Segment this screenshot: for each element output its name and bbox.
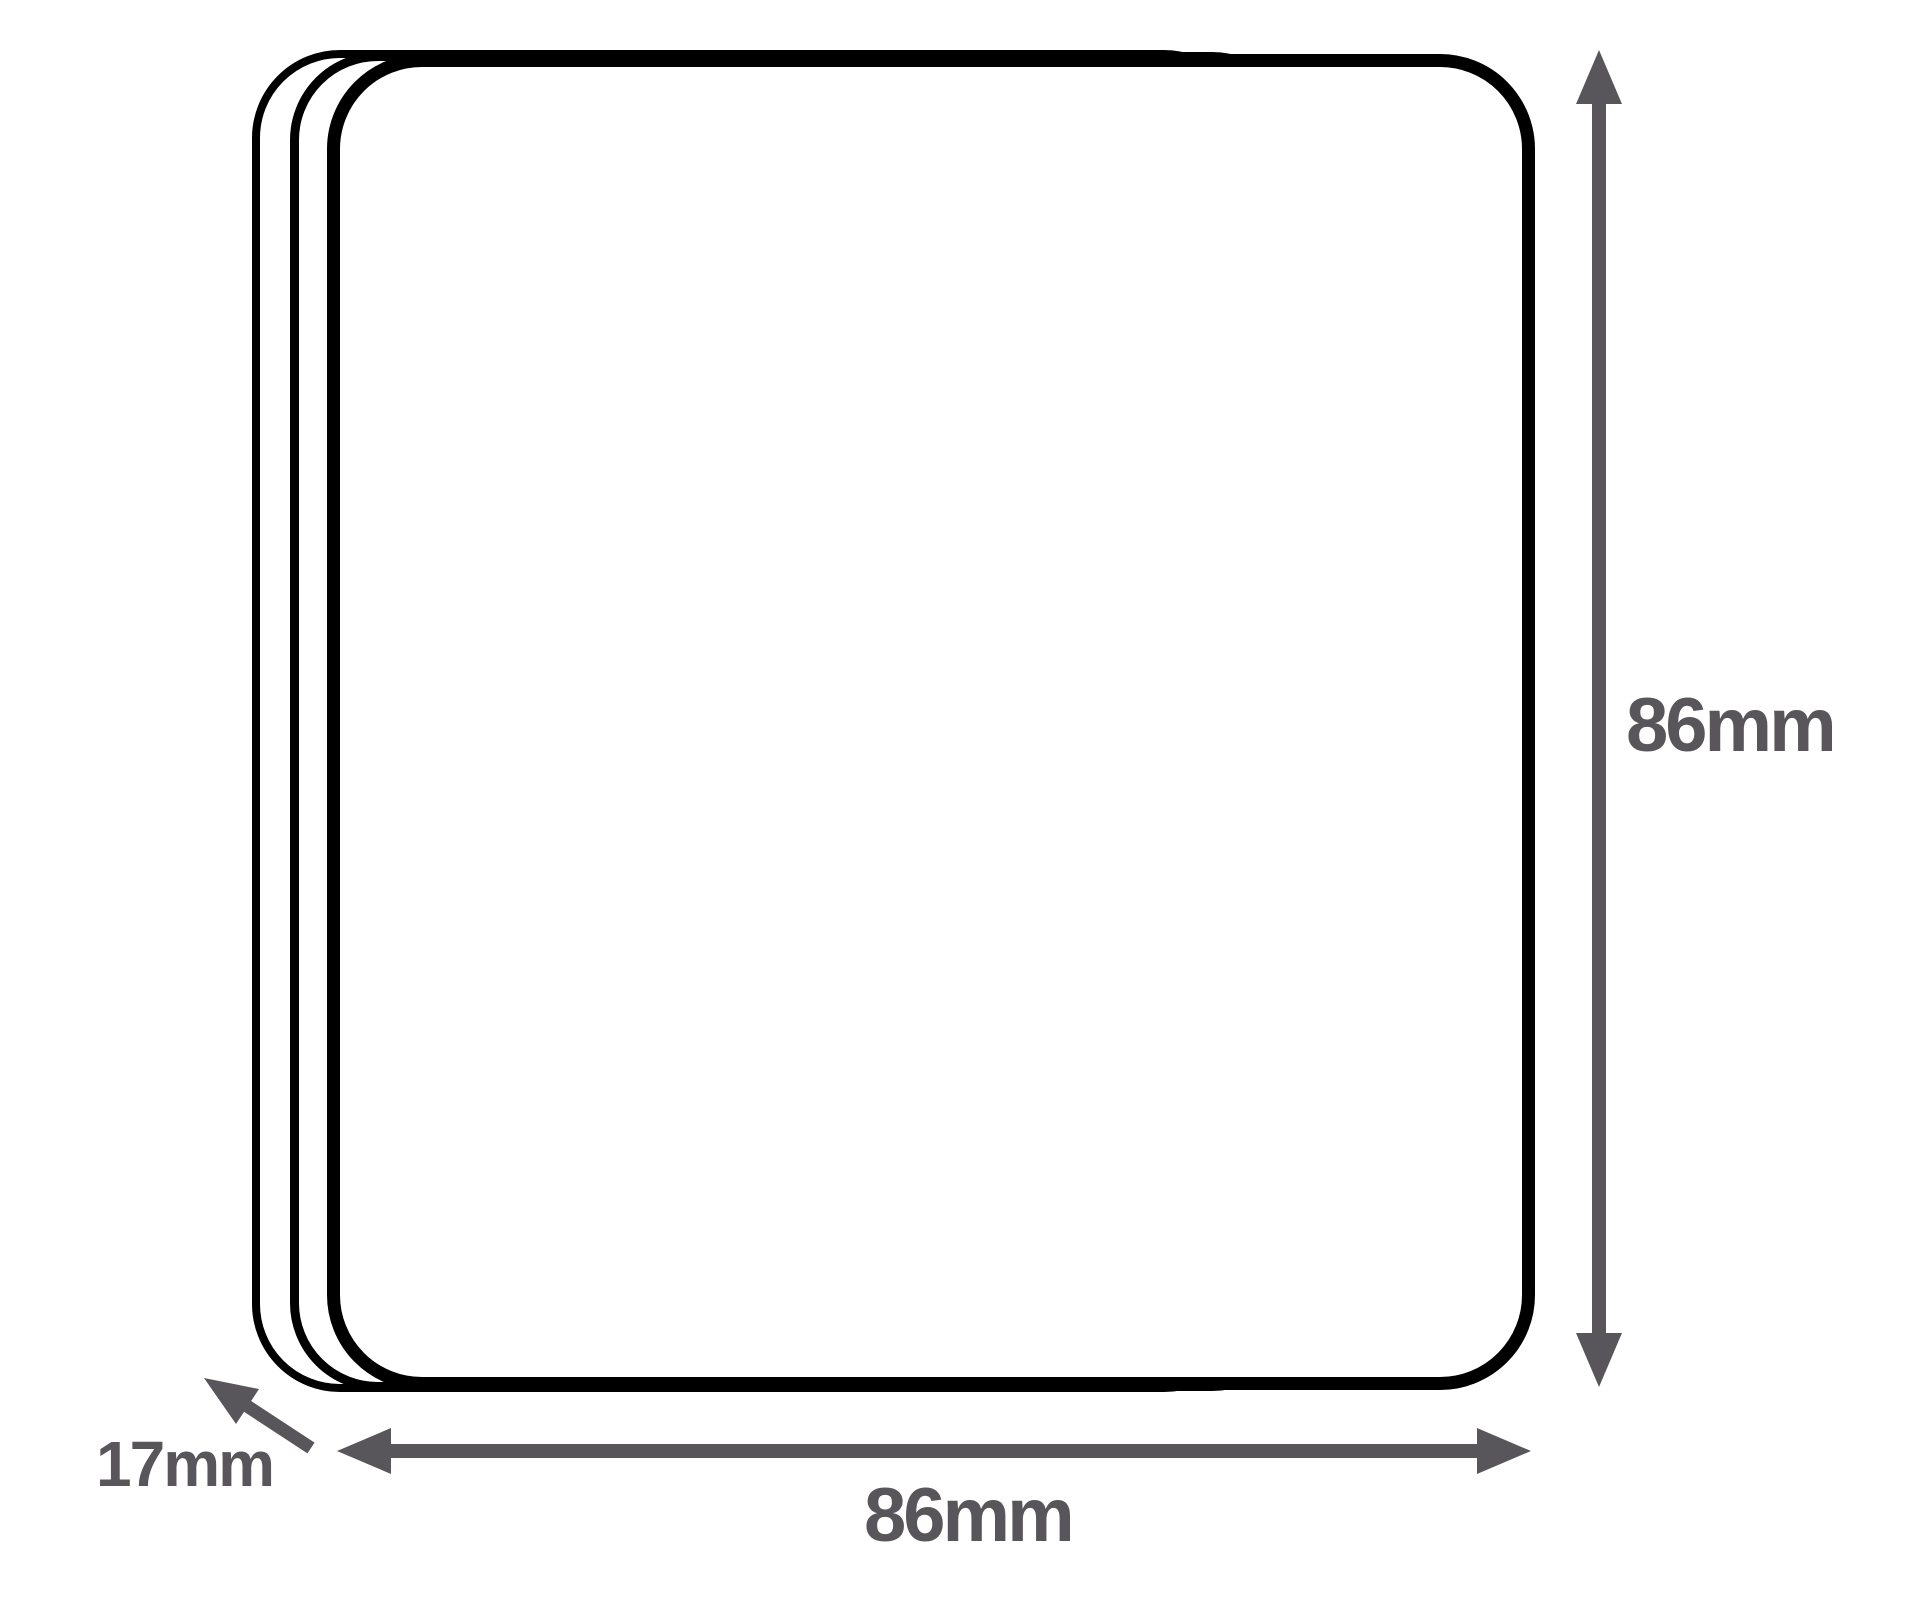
- width-arrow-right-icon: [1477, 1428, 1531, 1474]
- height-arrow-up-icon: [1576, 50, 1622, 104]
- width-arrow-left-icon: [337, 1428, 391, 1474]
- width-dimension-label: 86mm: [864, 1473, 1075, 1558]
- height-arrow-down-icon: [1576, 1333, 1622, 1387]
- height-dimension-label: 86mm: [1626, 683, 1837, 768]
- device-front-face-outline: [327, 54, 1535, 1390]
- depth-pointer-line: [243, 1400, 315, 1454]
- depth-dimension-label: 17mm: [96, 1428, 275, 1500]
- depth-arrow-icon: [204, 1378, 259, 1424]
